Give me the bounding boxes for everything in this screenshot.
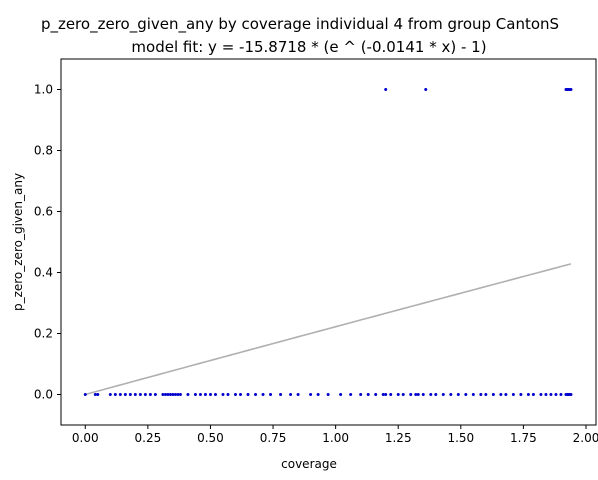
x-axis-ticks: 0.00 0.25 0.50 0.75 1.00 1.25 1.50 1.75 2.00	[72, 425, 598, 445]
data-point	[234, 393, 237, 396]
data-point	[484, 393, 487, 396]
y-tick-label: 0.6	[34, 205, 53, 219]
data-point	[119, 393, 122, 396]
data-point	[226, 393, 229, 396]
data-point	[569, 88, 572, 91]
data-point	[402, 393, 405, 396]
data-point	[424, 88, 427, 91]
x-tick-label: 0.25	[135, 431, 162, 445]
data-point	[194, 393, 197, 396]
data-point	[549, 393, 552, 396]
data-point	[279, 393, 282, 396]
data-point	[297, 393, 300, 396]
data-point	[221, 393, 224, 396]
data-point	[349, 393, 352, 396]
x-tick-label: 1.25	[385, 431, 412, 445]
data-point	[374, 393, 377, 396]
data-point	[384, 88, 387, 91]
x-tick-label: 2.00	[573, 431, 598, 445]
x-tick-label: 0.75	[260, 431, 287, 445]
data-point	[527, 393, 530, 396]
data-point	[186, 393, 189, 396]
data-point	[384, 393, 387, 396]
data-point	[309, 393, 312, 396]
data-point	[464, 393, 467, 396]
data-point	[559, 393, 562, 396]
data-point	[539, 393, 542, 396]
data-point	[96, 393, 99, 396]
data-point	[239, 393, 242, 396]
data-point	[254, 393, 257, 396]
y-tick-label: 0.8	[34, 144, 53, 158]
x-tick-label: 1.00	[322, 431, 349, 445]
data-point	[139, 393, 142, 396]
data-point	[84, 393, 87, 396]
data-point	[434, 393, 437, 396]
data-point	[389, 393, 392, 396]
plot-frame	[61, 59, 596, 425]
y-tick-label: 0.4	[34, 266, 53, 280]
data-point	[512, 393, 515, 396]
data-point	[472, 393, 475, 396]
fit-line	[85, 264, 571, 395]
data-point	[144, 393, 147, 396]
data-point	[519, 393, 522, 396]
data-point	[359, 393, 362, 396]
data-point	[179, 393, 182, 396]
data-point	[397, 393, 400, 396]
data-point	[499, 393, 502, 396]
chart-title: p_zero_zero_given_any by coverage indivi…	[41, 15, 559, 34]
data-point	[569, 393, 572, 396]
x-tick-label: 1.50	[447, 431, 474, 445]
data-point	[129, 393, 132, 396]
data-point	[199, 393, 202, 396]
data-point	[204, 393, 207, 396]
data-point	[449, 393, 452, 396]
y-tick-label: 0.2	[34, 327, 53, 341]
data-point	[114, 393, 117, 396]
data-point	[429, 393, 432, 396]
data-point	[544, 393, 547, 396]
data-point	[417, 393, 420, 396]
data-point	[289, 393, 292, 396]
data-point	[479, 393, 482, 396]
data-point	[504, 393, 507, 396]
data-point	[154, 393, 157, 396]
data-point	[339, 393, 342, 396]
y-axis-label: p_zero_zero_given_any	[11, 173, 25, 311]
data-point	[422, 393, 425, 396]
chart-subtitle: model fit: y = -15.8718 * (e ^ (-0.0141 …	[131, 38, 486, 56]
x-tick-label: 0.50	[197, 431, 224, 445]
x-axis-label: coverage	[281, 457, 337, 471]
data-point	[269, 393, 272, 396]
y-axis-ticks: 0.0 0.2 0.4 0.6 0.8 1.0	[34, 83, 61, 402]
data-point	[367, 393, 370, 396]
x-tick-label: 1.75	[510, 431, 537, 445]
y-tick-label: 1.0	[34, 83, 53, 97]
data-point	[262, 393, 265, 396]
data-point	[492, 393, 495, 396]
x-tick-label: 0.00	[72, 431, 99, 445]
data-point	[149, 393, 152, 396]
data-point	[554, 393, 557, 396]
data-point	[124, 393, 127, 396]
data-point	[409, 393, 412, 396]
y-tick-label: 0.0	[34, 388, 53, 402]
data-point	[109, 393, 112, 396]
data-point	[247, 393, 250, 396]
data-point	[457, 393, 460, 396]
data-point	[134, 393, 137, 396]
data-point	[327, 393, 330, 396]
data-point	[317, 393, 320, 396]
data-point	[442, 393, 445, 396]
data-point	[209, 393, 212, 396]
plot-content	[84, 88, 573, 396]
data-point	[214, 393, 217, 396]
data-point	[532, 393, 535, 396]
